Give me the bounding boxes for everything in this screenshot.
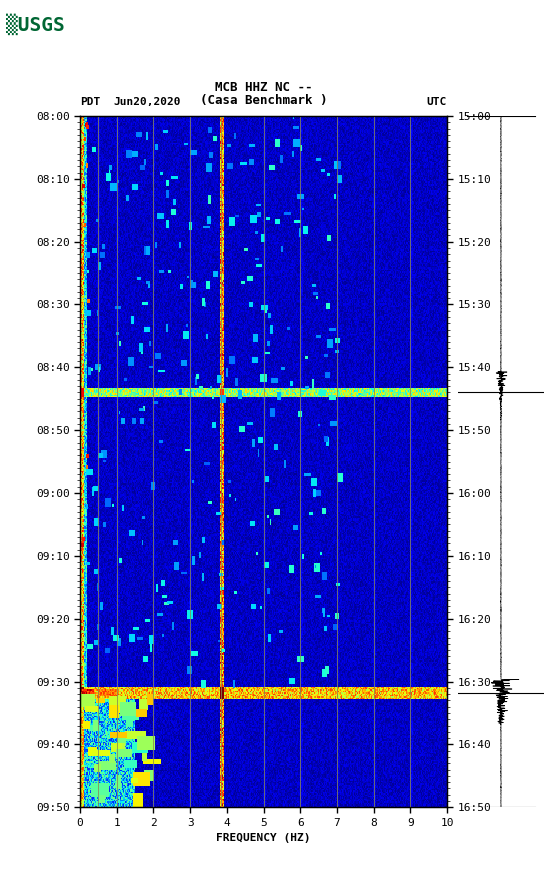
Text: Jun20,2020: Jun20,2020 xyxy=(113,97,181,107)
Text: MCB HHZ NC --: MCB HHZ NC -- xyxy=(215,80,312,94)
Text: UTC: UTC xyxy=(427,97,447,107)
Text: ▒USGS: ▒USGS xyxy=(6,13,64,35)
X-axis label: FREQUENCY (HZ): FREQUENCY (HZ) xyxy=(216,833,311,843)
Text: PDT: PDT xyxy=(80,97,100,107)
Text: (Casa Benchmark ): (Casa Benchmark ) xyxy=(200,94,327,107)
